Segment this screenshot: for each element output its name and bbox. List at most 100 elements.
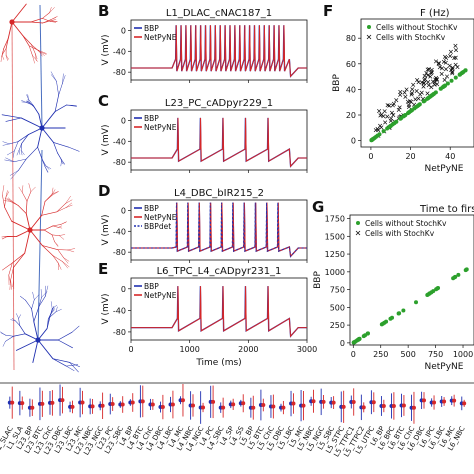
neurite-branch [2, 262, 13, 271]
netpyne-mean-marker [291, 401, 296, 406]
axon [11, 21, 15, 371]
stochkv-point [444, 74, 450, 79]
netpyne-mean-marker [70, 404, 75, 409]
x-axis-label: Time (ms) [195, 358, 241, 368]
stochkv-point [402, 90, 407, 95]
y-tick-label: 0 [121, 206, 126, 215]
neurite-branch [42, 12, 50, 19]
neurite-branch [11, 252, 26, 264]
neurite-branch [33, 306, 40, 322]
neurite-branch [57, 249, 64, 259]
netpyne-mean-marker [150, 402, 155, 407]
neurite-branch [0, 56, 2, 62]
neurite-branch [8, 262, 13, 276]
neurite-branch [65, 204, 73, 208]
stochkv-point [377, 109, 382, 114]
no-stochkv-point [403, 113, 408, 118]
y-tick-label: 1000 [325, 268, 345, 277]
neurite-branch [52, 255, 63, 262]
no-stochkv-point [356, 337, 361, 342]
stochkv-point [391, 113, 396, 118]
netpyne-mean-marker [160, 405, 165, 410]
neurite-branch [4, 206, 12, 222]
stochkv-point [398, 89, 403, 94]
stochkv-point [416, 80, 421, 85]
neurite-branch [21, 100, 27, 103]
no-stochkv-point [381, 129, 386, 134]
neurite-branch [29, 214, 43, 231]
neurite-branch [69, 362, 79, 373]
neurite-branch [25, 299, 32, 310]
voltage-trace-panels: B L1_DLAC_cNAC187_10-40-80V (mV)BBPNetPyN… [98, 2, 317, 368]
neurite-branch [43, 229, 53, 236]
neurite-branch [3, 200, 11, 202]
stochkv-point [379, 125, 384, 130]
y-tick-label: -40 [113, 227, 126, 236]
neurite-branch [11, 3, 27, 23]
neuron-morphology-panel [0, 3, 80, 373]
neurite-branch [18, 143, 22, 151]
neurite-branch [45, 165, 52, 169]
y-axis-label: V (mV) [101, 215, 111, 246]
x-tick-label: 40 [445, 152, 455, 161]
no-stochkv-point [449, 78, 454, 83]
stochkv-point [396, 107, 401, 112]
axes-frame [130, 277, 308, 341]
netpyne-mean-marker [231, 402, 236, 407]
y-tick-label: 1750 [325, 215, 345, 224]
stochkv-point [428, 74, 433, 79]
neurite-branch [49, 7, 55, 13]
neurite-branch [41, 158, 47, 166]
neurite-branch [9, 141, 19, 145]
legend-label: NetPyNE [144, 33, 177, 42]
neurite-branch [43, 225, 54, 231]
y-axis-label: BBP [332, 74, 342, 92]
legend-label: Cells with StochKv [365, 229, 435, 238]
netpyne-mean-marker [100, 403, 105, 408]
neurite-branch [51, 234, 55, 243]
no-stochkv-point [426, 292, 431, 297]
no-stochkv-point [429, 290, 434, 295]
neurite-branch [31, 308, 35, 322]
netpyne-mean-marker [180, 398, 185, 403]
stochkv-point [425, 73, 430, 78]
y-tick-label: -80 [113, 328, 126, 337]
neurite-branch [41, 201, 46, 216]
neurite-branch [28, 45, 33, 56]
neurite-branch [51, 309, 55, 313]
scatter-title: Time to first spike [419, 204, 474, 215]
neurite-branch [60, 221, 67, 225]
neurite-branch [58, 227, 63, 229]
neurite-branch [60, 159, 65, 165]
y-tick-label: -80 [113, 248, 126, 257]
neurite-branch [10, 279, 12, 290]
neurite-branch [5, 191, 10, 198]
neurite-branch [45, 285, 49, 297]
y-tick-label: 0 [121, 26, 126, 35]
netpyne-mean-marker [20, 401, 25, 406]
neurite-branch [4, 197, 11, 202]
y-tick-label: 750 [330, 286, 345, 295]
netpyne-mean-marker [452, 398, 457, 403]
neurite-branch [51, 234, 60, 236]
neurite-branch [38, 51, 47, 55]
no-stochkv-point [397, 311, 402, 316]
netpyne-mean-marker [261, 403, 266, 408]
neurite-branch [52, 225, 59, 228]
neurite-branch [51, 191, 59, 196]
trace-title: L1_DLAC_cNAC187_1 [166, 8, 272, 19]
neurite-branch [59, 235, 65, 240]
netpyne-mean-marker [170, 402, 175, 407]
stochkv-point [450, 71, 455, 76]
stochkv-point [419, 90, 424, 95]
neurite-branch [50, 16, 58, 20]
neurite-branch [16, 339, 39, 351]
legend-label: NetPyNE [144, 213, 177, 222]
stochkv-point [429, 85, 434, 90]
neurite-branch [50, 71, 57, 82]
x-tick-label: 1000 [453, 350, 473, 359]
axes-frame [360, 18, 474, 148]
no-stochkv-point [371, 137, 376, 142]
neurite-branch [28, 45, 39, 51]
